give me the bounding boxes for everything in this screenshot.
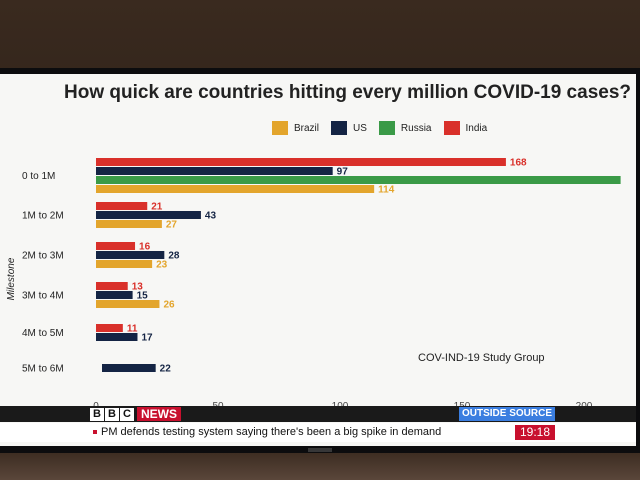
y-axis-label: Milestone — [6, 257, 17, 300]
bar-chart: Milestone 0 to 1M 168 97 114 1M to 2M 21 43 27 2M… — [6, 158, 621, 422]
bar-us — [96, 167, 333, 175]
legend-label: India — [465, 122, 488, 134]
value-label-india: 21 — [151, 202, 163, 213]
value-label-us: 28 — [168, 251, 180, 262]
legend-swatch — [378, 121, 395, 135]
bar-india — [96, 158, 506, 166]
legend-item-india: India — [443, 121, 488, 135]
category-label: 2M to 3M — [22, 251, 64, 262]
category-label: 0 to 1M — [22, 171, 55, 182]
bar-india — [96, 202, 148, 210]
broadcast-clock: 19:18 — [515, 425, 555, 440]
legend-label: US — [353, 122, 367, 134]
value-label-us: 15 — [137, 291, 149, 302]
value-label-us: 97 — [337, 167, 349, 178]
legend-swatch — [331, 121, 348, 135]
category-label: 1M to 2M — [22, 211, 64, 222]
bbc-letter: C — [120, 407, 134, 421]
ticker-headline: PM defends testing system saying there's… — [101, 426, 442, 438]
legend-swatch — [272, 121, 288, 135]
news-label: NEWS — [137, 407, 181, 421]
value-label-india: 16 — [139, 242, 151, 253]
legend-label: Brazil — [294, 122, 320, 134]
bar-us — [96, 291, 133, 299]
bar-us — [96, 211, 201, 219]
category-label: 5M to 6M — [22, 364, 64, 375]
programme-badge: OUTSIDE SOURCE — [459, 407, 555, 421]
value-label-us: 17 — [141, 333, 153, 344]
tv-brand-badge — [308, 448, 332, 452]
value-label-brazil: 114 — [378, 185, 395, 196]
bar-india — [96, 282, 128, 290]
value-label-us: 22 — [160, 364, 172, 375]
legend-swatch — [443, 121, 460, 135]
legend-item-russia: Russia — [378, 121, 432, 135]
value-label-brazil: 26 — [163, 300, 175, 311]
bbc-news-logo: B B C NEWS — [90, 407, 181, 421]
category-label: 3M to 4M — [22, 291, 64, 302]
bar-india — [96, 324, 123, 332]
chart-title: How quick are countries hitting every mi… — [64, 82, 631, 103]
value-label-india: 11 — [127, 324, 138, 335]
bar-us — [96, 251, 165, 259]
bar-russia — [96, 176, 621, 184]
bar-us — [96, 333, 138, 341]
chart-legend: Brazil US Russia India — [272, 120, 493, 136]
bbc-letter: B — [105, 407, 119, 421]
bbc-letter: B — [90, 407, 104, 421]
value-label-india: 168 — [510, 158, 527, 169]
bar-brazil — [96, 260, 153, 268]
tv-stand-surface — [0, 453, 640, 480]
tv-screen: How quick are countries hitting every mi… — [0, 74, 636, 446]
value-label-brazil: 23 — [156, 260, 168, 271]
ticker-bullet-icon — [93, 430, 97, 434]
value-label-us: 43 — [205, 211, 217, 222]
bar-us — [102, 364, 156, 372]
legend-item-brazil: Brazil — [272, 121, 319, 135]
legend-label: Russia — [400, 122, 432, 134]
chart-annotation: COV-IND-19 Study Group — [418, 352, 545, 364]
value-label-india: 13 — [132, 282, 144, 293]
news-ticker — [0, 423, 636, 442]
bar-india — [96, 242, 136, 250]
bar-brazil — [96, 300, 160, 308]
value-label-brazil: 27 — [166, 220, 178, 231]
bar-brazil — [96, 220, 162, 228]
category-label: 4M to 5M — [22, 328, 64, 339]
legend-item-us: US — [331, 121, 367, 135]
bar-brazil — [96, 185, 375, 193]
